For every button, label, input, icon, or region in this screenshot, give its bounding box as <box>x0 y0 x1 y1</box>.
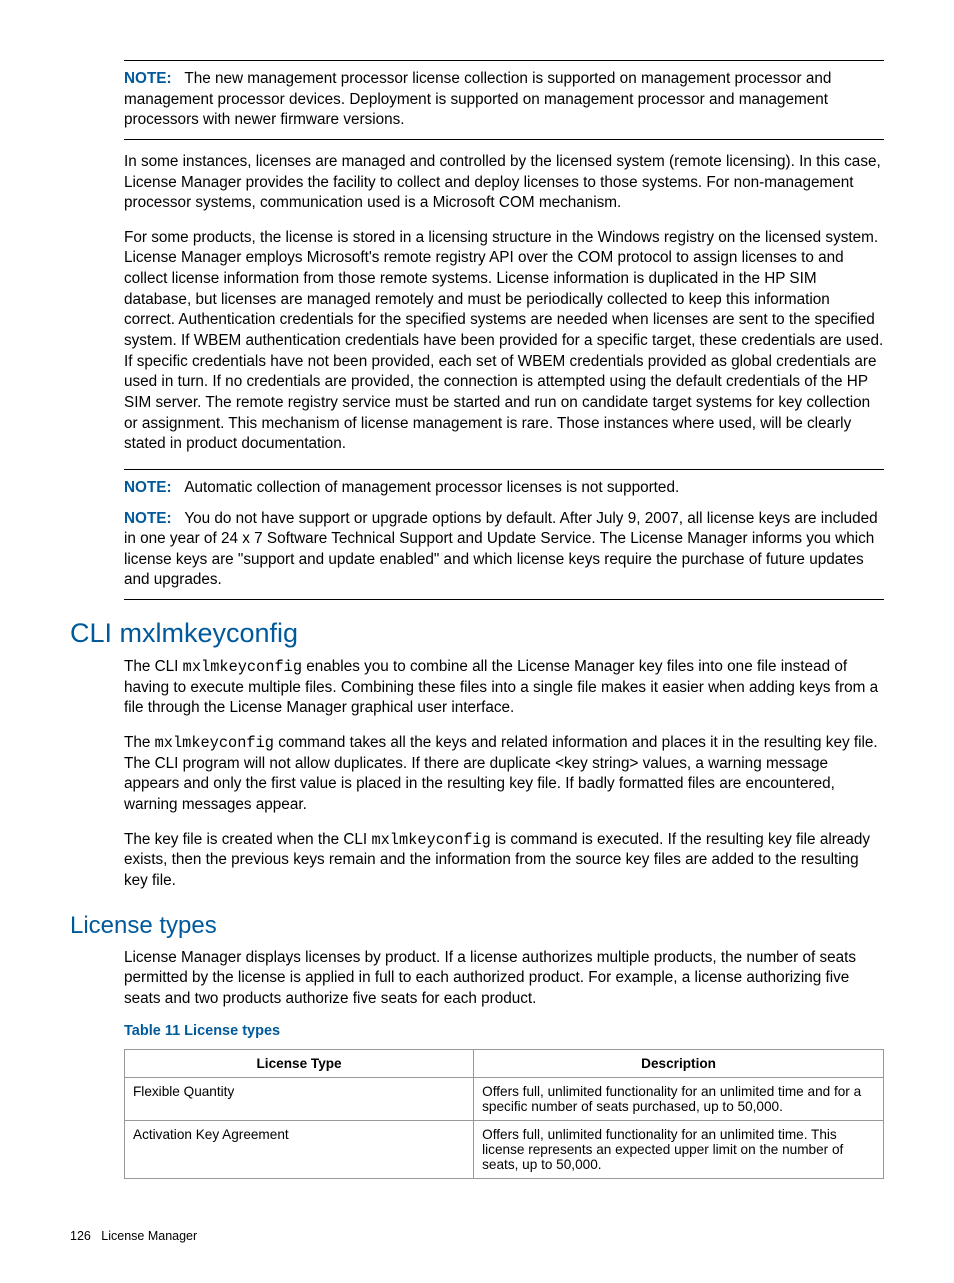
table-header-desc: Description <box>474 1050 884 1078</box>
code-inline: mxlmkeyconfig <box>155 734 274 752</box>
note-text: You do not have support or upgrade optio… <box>124 510 878 589</box>
note-block-3: NOTE: You do not have support or upgrade… <box>124 499 884 601</box>
cli-paragraph-3: The key file is created when the CLI mxl… <box>124 830 884 892</box>
cli-paragraph-1: The CLI mxlmkeyconfig enables you to com… <box>124 657 884 719</box>
table-cell-type: Activation Key Agreement <box>125 1121 474 1179</box>
page-number: 126 <box>70 1229 91 1243</box>
note-label: NOTE: <box>124 510 172 527</box>
heading-license-types: License types <box>70 912 884 940</box>
note-text: The new management processor license col… <box>124 70 831 128</box>
body-paragraph-1: In some instances, licenses are managed … <box>124 152 884 214</box>
cli-paragraph-2: The mxlmkeyconfig command takes all the … <box>124 733 884 816</box>
license-types-paragraph: License Manager displays licenses by pro… <box>124 948 884 1010</box>
note-label: NOTE: <box>124 479 172 496</box>
note-label: NOTE: <box>124 70 172 87</box>
table-row: Activation Key Agreement Offers full, un… <box>125 1121 884 1179</box>
table-caption: Table 11 License types <box>124 1023 884 1039</box>
table-header-type: License Type <box>125 1050 474 1078</box>
table-row: Flexible Quantity Offers full, unlimited… <box>125 1078 884 1121</box>
table-cell-desc: Offers full, unlimited functionality for… <box>474 1121 884 1179</box>
note-text: Automatic collection of management proce… <box>184 479 679 496</box>
code-inline: mxlmkeyconfig <box>183 658 302 676</box>
code-inline: mxlmkeyconfig <box>371 831 490 849</box>
note-block-1: NOTE: The new management processor licen… <box>124 60 884 140</box>
table-cell-desc: Offers full, unlimited functionality for… <box>474 1078 884 1121</box>
page-footer: 126 License Manager <box>70 1229 884 1243</box>
table-cell-type: Flexible Quantity <box>125 1078 474 1121</box>
body-paragraph-2: For some products, the license is stored… <box>124 228 884 455</box>
license-types-table: License Type Description Flexible Quanti… <box>124 1049 884 1179</box>
table-header-row: License Type Description <box>125 1050 884 1078</box>
footer-title: License Manager <box>101 1229 197 1243</box>
note-block-2: NOTE: Automatic collection of management… <box>124 469 884 499</box>
heading-cli: CLI mxlmkeyconfig <box>70 618 884 649</box>
